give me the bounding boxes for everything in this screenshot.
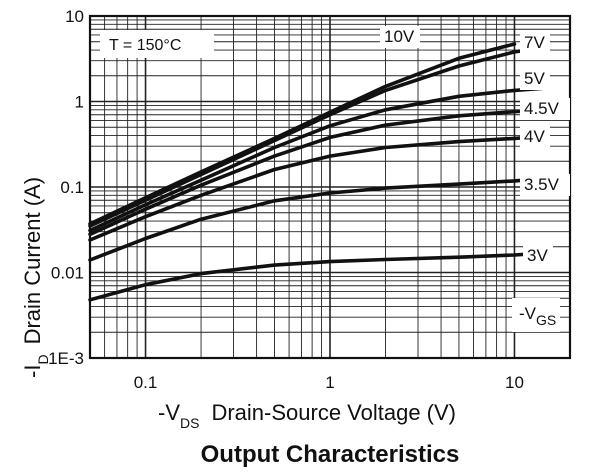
y-tick-label: 0.01 [51, 264, 84, 283]
series-layer [88, 42, 544, 302]
y-tick-label: 10 [65, 7, 84, 26]
x-axis-text: Drain-Source Voltage (V) [211, 400, 456, 425]
series-label-10V: 10V [384, 27, 415, 46]
series-label-bg [523, 245, 553, 267]
grid-layer [89, 16, 571, 359]
tick-label-layer: 0.1 1 10 10 1 0.1 0.01 1E-3 [48, 7, 524, 392]
svg-text:-VGS: -VGS [519, 304, 556, 328]
series-line-3_5V [88, 176, 544, 262]
series-label-bg [520, 174, 570, 196]
vgs-prefix: -V [519, 304, 537, 323]
series-label-7V: 7V [524, 33, 545, 52]
x-tick-label: 10 [505, 373, 524, 392]
y-axis-prefix: -I [20, 365, 45, 378]
series-label-bg [520, 126, 550, 148]
x-tick-label: 0.1 [134, 373, 158, 392]
vgs-legend-parameter: -VGS [512, 298, 560, 332]
series-line-5V [88, 86, 544, 233]
annotation-box: T = 150°C [100, 30, 214, 58]
series-label-5V: 5V [524, 69, 545, 88]
series-line-10V [88, 42, 517, 226]
series-line-4V [88, 134, 544, 242]
x-axis-prefix: -V [158, 400, 180, 425]
series-line-3V [88, 251, 544, 302]
y-tick-label: 1E-3 [48, 349, 84, 368]
series-label-bg [520, 68, 550, 90]
label-layer: 10V 7V 5V 4.5V 4V 3.5V 3V [380, 26, 570, 267]
series-line-7V [88, 47, 538, 228]
series-label-3_5V: 3.5V [524, 175, 560, 194]
temperature-annotation: T = 150°C [109, 37, 181, 54]
y-axis-subscript: D [35, 354, 51, 364]
y-tick-label: 0.1 [60, 178, 84, 197]
series-label-bg [380, 26, 420, 48]
chart-title: Output Characteristics [201, 441, 460, 468]
series-label-bg [520, 32, 550, 54]
x-tick-label: 1 [325, 373, 334, 392]
series-label-3V: 3V [527, 246, 548, 265]
series-label-4_5V: 4.5V [524, 99, 560, 118]
y-axis-text: Drain Current (A) [20, 177, 45, 344]
series-label-bg [520, 98, 570, 120]
y-axis-label: -ID Drain Current (A) [20, 177, 51, 378]
y-tick-label: 1 [75, 93, 84, 112]
x-axis-label: -VDS Drain-Source Voltage (V) [158, 400, 456, 431]
series-line-4_5V [88, 108, 544, 237]
x-axis-subscript: DS [180, 415, 199, 431]
series-label-4V: 4V [524, 127, 545, 146]
vgs-subscript: GS [536, 312, 556, 328]
